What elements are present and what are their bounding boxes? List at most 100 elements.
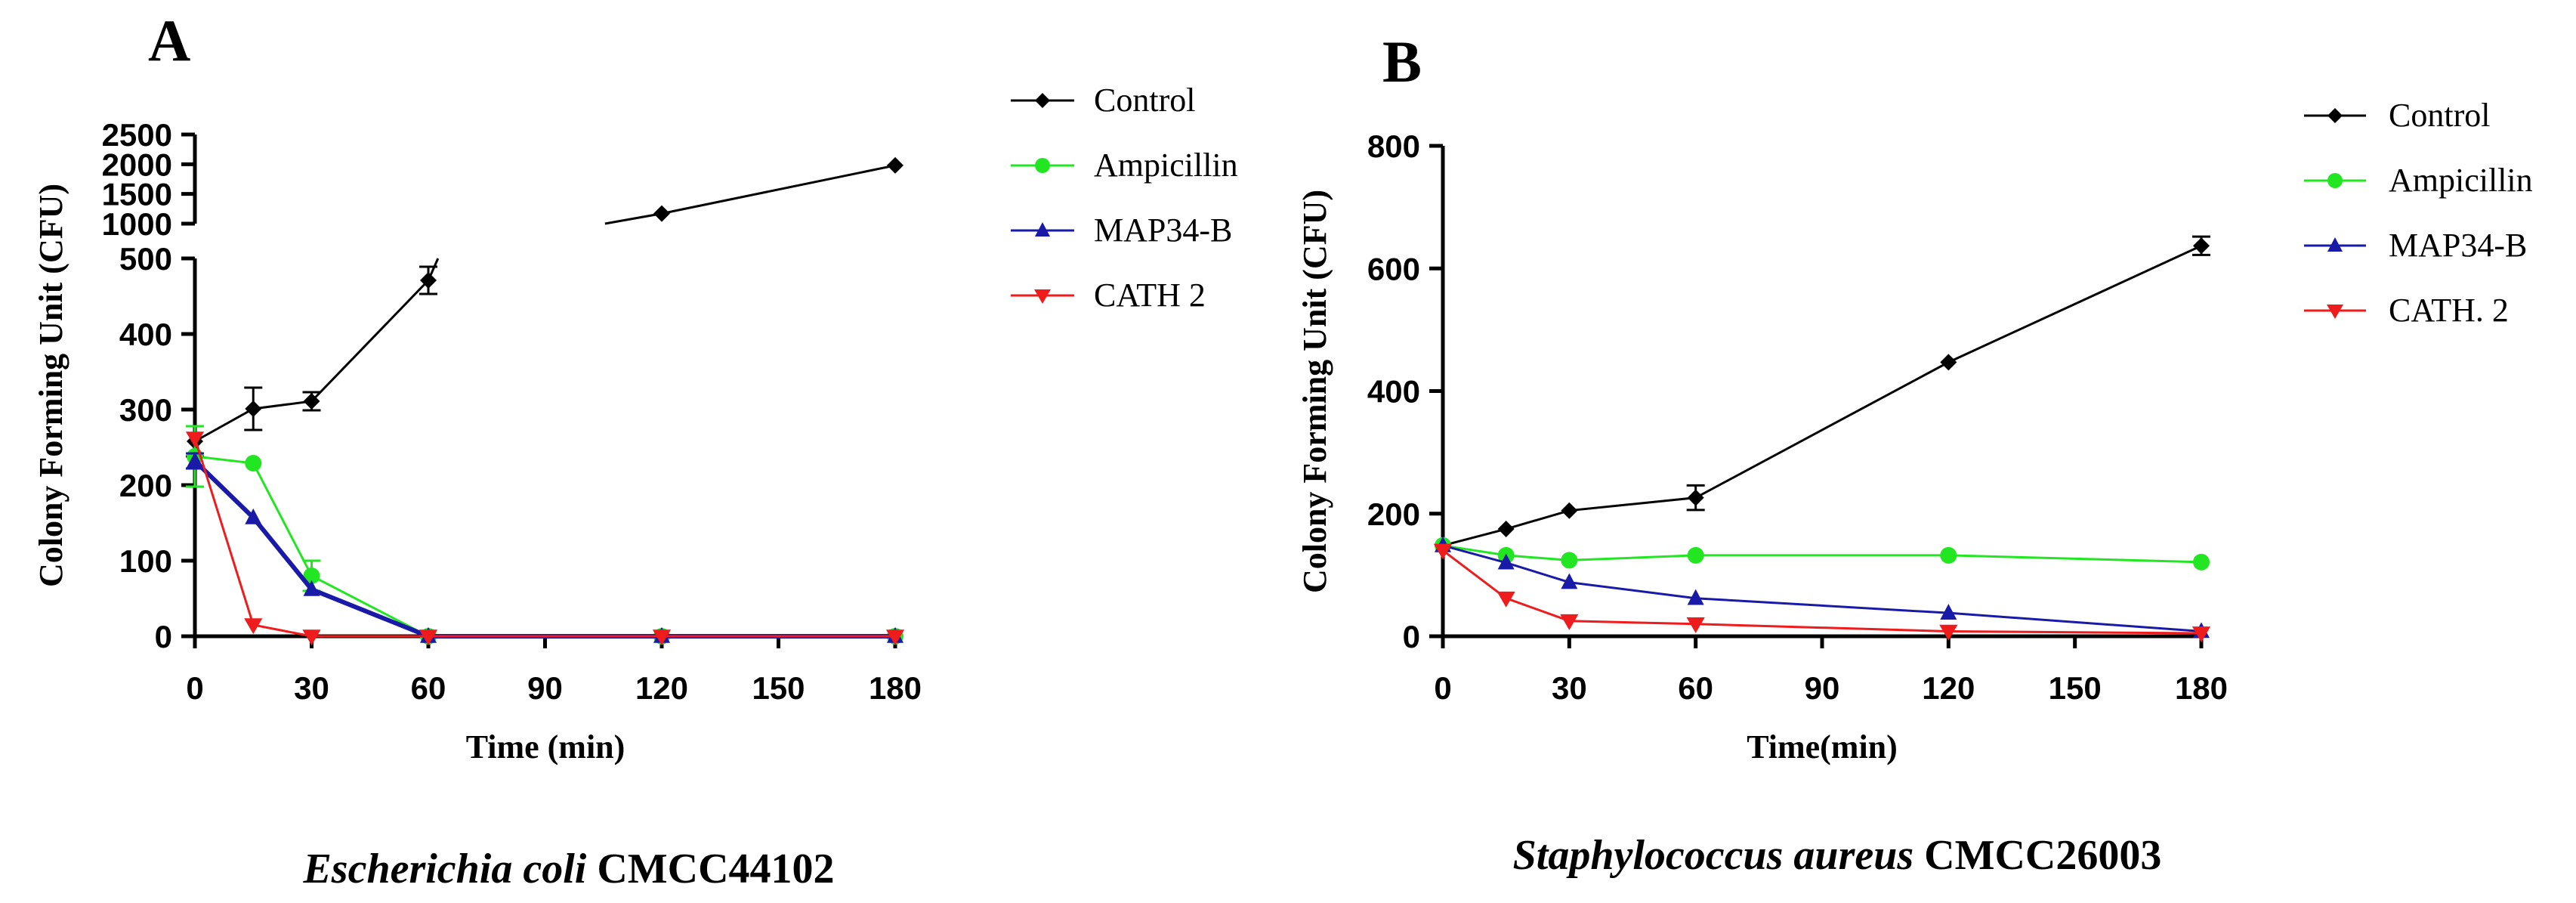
- legend-marker-b: [2327, 237, 2343, 252]
- legend-marker-a: [1035, 158, 1050, 173]
- caption-a-strain: CMCC44102: [586, 846, 834, 892]
- legend-entry-b: Control: [2304, 97, 2490, 134]
- legend-entry-b: MAP34-B: [2304, 227, 2527, 264]
- series-b-ampicillin: [1435, 537, 2210, 571]
- data-point-b: [1939, 624, 1958, 641]
- x-tick-label-a: 120: [635, 670, 688, 706]
- series-b-control: [1435, 235, 2210, 554]
- series-line-a: [194, 455, 895, 638]
- data-point-a: [420, 272, 437, 289]
- chart-b: B 0 30 60 90 120 150 180 0 200 400 600 800 Time(min…: [1296, 29, 2533, 879]
- data-point-b: [2193, 237, 2210, 255]
- data-point-a: [652, 629, 672, 646]
- data-point-a: [302, 629, 321, 646]
- series-line-b: [1442, 544, 2202, 633]
- data-point-b: [1940, 604, 1957, 620]
- caption-b: Staphylococcus aureus CMCC26003: [1513, 832, 2162, 879]
- series-a: [185, 156, 905, 646]
- x-tick-label-a: 30: [294, 670, 329, 706]
- axes-a: [193, 135, 895, 639]
- series-a-cath-2: [185, 431, 905, 646]
- y-tick-label-b: 800: [1367, 128, 1420, 164]
- data-point-b: [1687, 589, 1704, 605]
- panel-label-a: A: [148, 8, 190, 73]
- data-point-b: [2191, 626, 2211, 643]
- legend-label-a: Control: [1094, 82, 1195, 119]
- ticks-a: 0 30 60 90 120 150 180 0 100 200 300 400 50010001500…: [102, 117, 922, 706]
- legend-entry-a: Control: [1011, 82, 1195, 119]
- data-point-a: [185, 431, 205, 448]
- series-line-a: [194, 258, 440, 443]
- x-tick-label-b: 30: [1552, 670, 1587, 706]
- chart-a: A 0 30 60 90 120 150 180 0 100 200 300 400 500100015…: [32, 8, 1238, 892]
- legend-label-b: Control: [2389, 97, 2490, 134]
- legend-marker-b: [2327, 173, 2343, 188]
- caption-b-strain: CMCC26003: [1913, 832, 2161, 879]
- data-point-a: [303, 580, 320, 596]
- x-tick-label-a: 150: [752, 670, 805, 706]
- data-point-a: [245, 455, 262, 472]
- x-axis-label-b: Time(min): [1747, 728, 1898, 765]
- y-tick-label-a: 0: [155, 619, 172, 654]
- caption-a-organism: Escherichia coli: [302, 846, 586, 892]
- series-line-b: [1442, 549, 2202, 635]
- x-tick-label-a: 90: [527, 670, 563, 706]
- series-line-a: [193, 459, 895, 639]
- legend-a: Control Ampicillin MAP34-B CATH 2: [1011, 82, 1238, 314]
- series-a-map34-b: [186, 451, 903, 643]
- y-tick-label-a: 1500: [102, 177, 172, 212]
- axes-b: [1441, 146, 2201, 639]
- y-tick-label-a: 500: [119, 241, 172, 277]
- panel-label-b: B: [1382, 29, 1422, 94]
- legend-label-a: Ampicillin: [1094, 147, 1238, 184]
- legend-marker-a: [1034, 289, 1051, 304]
- data-point-a: [419, 629, 438, 646]
- x-tick-label-b: 120: [1922, 670, 1975, 706]
- data-point-b: [1560, 614, 1579, 630]
- data-point-b: [2193, 553, 2210, 571]
- x-tick-label-b: 180: [2175, 670, 2228, 706]
- data-point-b: [1686, 617, 1705, 633]
- series-b-cath-2: [1433, 543, 2211, 643]
- y-tick-label-a: 400: [119, 317, 172, 352]
- data-point-b: [1433, 543, 1453, 560]
- series-b-map34-b: [1435, 536, 2210, 639]
- data-point-b: [1940, 546, 1957, 564]
- ticks-b: 0 30 60 90 120 150 180 0 200 400 600 800: [1367, 128, 2228, 706]
- legend-label-b: Ampicillin: [2389, 162, 2533, 199]
- data-point-a: [303, 567, 320, 584]
- data-point-a: [245, 400, 262, 417]
- data-point-a: [244, 618, 263, 635]
- y-tick-label-b: 600: [1367, 251, 1420, 286]
- x-tick-label-b: 150: [2049, 670, 2102, 706]
- legend-entry-b: CATH. 2: [2304, 292, 2509, 329]
- data-point-a: [653, 205, 670, 222]
- y-tick-label-b: 0: [1403, 619, 1420, 654]
- data-point-a: [887, 156, 903, 174]
- data-point-b: [1940, 354, 1957, 371]
- x-tick-label-a: 60: [411, 670, 446, 706]
- series-line-a: [604, 164, 896, 225]
- caption-a: Escherichia coli CMCC44102: [302, 846, 834, 892]
- series-b: [1433, 235, 2211, 643]
- x-tick-label-b: 0: [1434, 670, 1451, 706]
- legend-label-a: CATH 2: [1094, 277, 1206, 314]
- series-a-ampicillin: [186, 425, 903, 645]
- legend-label-a: MAP34-B: [1094, 212, 1232, 249]
- y-axis-label-b: Colony Forming Unit (CFU): [1296, 190, 1333, 593]
- data-point-a: [885, 629, 905, 646]
- legend-label-b: MAP34-B: [2389, 227, 2527, 264]
- y-tick-label-a: 300: [119, 392, 172, 428]
- legend-b: Control Ampicillin MAP34-B CATH. 2: [2304, 97, 2533, 329]
- data-point-b: [1687, 546, 1704, 564]
- series-a-control: [186, 156, 903, 458]
- x-axis-label-a: Time (min): [466, 728, 625, 765]
- y-axis-label-a: Colony Forming Unit (CFU): [32, 184, 69, 587]
- x-tick-label-b: 60: [1678, 670, 1713, 706]
- data-point-b: [1497, 553, 1515, 570]
- series-line-a: [193, 438, 895, 638]
- y-tick-label-a: 200: [119, 468, 172, 503]
- y-tick-label-a: 100: [119, 543, 172, 579]
- data-point-b: [1561, 552, 1578, 569]
- legend-marker-b: [2327, 108, 2343, 123]
